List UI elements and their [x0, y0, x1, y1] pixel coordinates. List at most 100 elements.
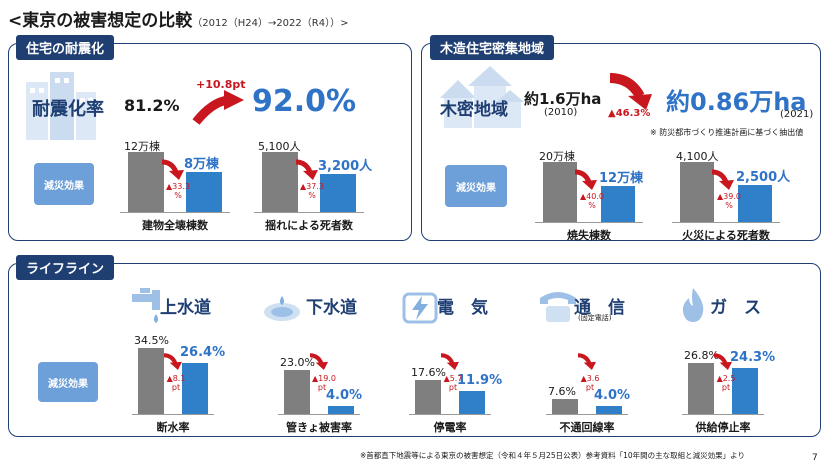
- seismic-up-arrow: [192, 90, 244, 125]
- bar-after-label: 26.4%: [180, 345, 226, 360]
- lifeline-sub: (固定電話): [578, 314, 612, 322]
- decrease-arrow: [309, 353, 328, 370]
- lifeline-name: ガ ス: [710, 298, 761, 318]
- bar-after: [596, 406, 622, 414]
- chart-caption: 火災による死者数: [682, 229, 770, 242]
- page-number: 7: [812, 453, 818, 463]
- chart-baseline: [409, 414, 491, 415]
- change-label: ▲39.0 %: [717, 192, 741, 210]
- seismic-rate-before: 81.2%: [124, 96, 180, 115]
- bar-before: [415, 380, 441, 414]
- lifeline-name: 通 信: [574, 298, 625, 318]
- bar-before-label: 5,100人: [258, 140, 301, 153]
- chart-baseline: [672, 222, 780, 223]
- lifeline-tag: ライフライン: [16, 255, 115, 280]
- seismic-rate-after: 92.0%: [252, 84, 357, 119]
- chart-baseline: [682, 414, 764, 415]
- wooden-change: ▲46.3%: [608, 108, 651, 119]
- lifeline-name: 電 気: [437, 298, 488, 318]
- wooden-area-label: 木密地域: [440, 100, 508, 120]
- building-icon: [26, 72, 96, 140]
- bar-before-label: 17.6%: [411, 366, 446, 379]
- bar-before: [543, 162, 577, 222]
- bar-after: [182, 363, 208, 414]
- bar-before: [262, 152, 298, 212]
- bar-before: [688, 363, 714, 414]
- bar-after-label: 11.9%: [457, 373, 503, 388]
- bar-before: [284, 370, 310, 414]
- decrease-arrow: [161, 159, 184, 180]
- bar-after-label: 4.0%: [594, 388, 631, 403]
- plug-icon: [402, 292, 438, 324]
- bar-before-label: 20万棟: [539, 150, 575, 163]
- bar-after: [186, 172, 222, 212]
- chart-caption: 揺れによる死者数: [265, 219, 353, 232]
- bar-after-label: 4.0%: [326, 388, 363, 403]
- change-label: ▲40.0 %: [580, 192, 604, 210]
- bar-before: [138, 348, 164, 414]
- chart-caption: 管きょ被害率: [286, 421, 352, 434]
- bar-before-label: 34.5%: [134, 334, 169, 347]
- bar-after: [601, 186, 635, 222]
- bar-before-label: 26.8%: [684, 349, 719, 362]
- chart-caption: 焼失棟数: [567, 229, 611, 242]
- change-label: ▲19.0 pt: [312, 374, 336, 392]
- wooden-year-before: (2010): [544, 107, 578, 118]
- chart-caption: 停電率: [433, 421, 467, 434]
- bar-after: [320, 174, 356, 212]
- page-subtitle: （2012（H24）→2022（R4））>: [192, 18, 349, 29]
- decrease-arrow: [163, 353, 182, 370]
- seismic-tag: 住宅の耐震化: [16, 35, 115, 60]
- bar-before: [680, 162, 714, 222]
- wooden-area-after: 約0.86万ha: [666, 88, 807, 116]
- houses-icon: [440, 66, 524, 128]
- chart-baseline: [120, 212, 230, 213]
- change-label: ▲37.3 %: [300, 182, 324, 200]
- bar-after-label: 2,500人: [736, 170, 791, 185]
- decrease-arrow: [711, 169, 734, 190]
- bar-after-label: 8万棟: [184, 157, 220, 172]
- chart-baseline: [254, 212, 364, 213]
- wooden-down-arrow: [609, 73, 652, 110]
- decrease-arrow: [295, 159, 318, 180]
- wooden-area-before: 約1.6万ha: [524, 90, 602, 108]
- bar-after-label: 3,200人: [318, 159, 373, 174]
- change-label: ▲3.6 pt: [580, 374, 600, 392]
- wooden-year-after: (2021): [780, 109, 814, 120]
- bar-after: [459, 391, 485, 414]
- bar-after-label: 24.3%: [730, 350, 776, 365]
- page-title: <東京の被害想定の比較（2012（H24）→2022（R4））>: [8, 11, 349, 31]
- seismic-delta: +10.8pt: [196, 78, 246, 91]
- chart-baseline: [278, 414, 360, 415]
- decrease-arrow: [577, 353, 596, 370]
- footnote: ※首都直下地震等による東京の被害想定（令和４年５月25日公表）参考資料「10年間…: [360, 451, 745, 460]
- bar-before-label: 7.6%: [548, 385, 576, 398]
- wooden-tag: 木造住宅密集地域: [430, 35, 555, 60]
- faucet-icon: [132, 288, 160, 323]
- chart-caption: 建物全壊棟数: [142, 219, 208, 232]
- bar-before: [552, 399, 578, 414]
- bar-after-label: 12万棟: [599, 171, 644, 186]
- bar-before-label: 23.0%: [280, 356, 315, 369]
- bar-after: [328, 406, 354, 414]
- chart-baseline: [535, 222, 643, 223]
- chart-baseline: [132, 414, 214, 415]
- change-label: ▲2.5 pt: [716, 374, 736, 392]
- chart-caption: 供給停止率: [695, 421, 751, 434]
- manhole-icon: [264, 296, 300, 321]
- wooden-effect-label: 減災効果: [445, 165, 507, 207]
- change-label: ▲5.7 pt: [443, 374, 463, 392]
- decrease-arrow: [713, 353, 732, 370]
- telephone-icon: [540, 292, 576, 322]
- lifeline-name: 上水道: [160, 298, 211, 318]
- decrease-arrow: [440, 353, 459, 370]
- decrease-arrow: [574, 169, 597, 190]
- bar-before-label: 4,100人: [676, 150, 719, 163]
- bar-before: [128, 152, 164, 212]
- flame-icon: [682, 288, 704, 322]
- change-label: ▲33.3 %: [166, 182, 190, 200]
- wooden-note: ※ 防災都市づくり推進計画に基づく抽出値: [650, 128, 804, 137]
- seismic-rate-label: 耐震化率: [32, 99, 104, 120]
- seismic-effect-label: 減災効果: [34, 163, 94, 205]
- bar-after: [732, 368, 758, 414]
